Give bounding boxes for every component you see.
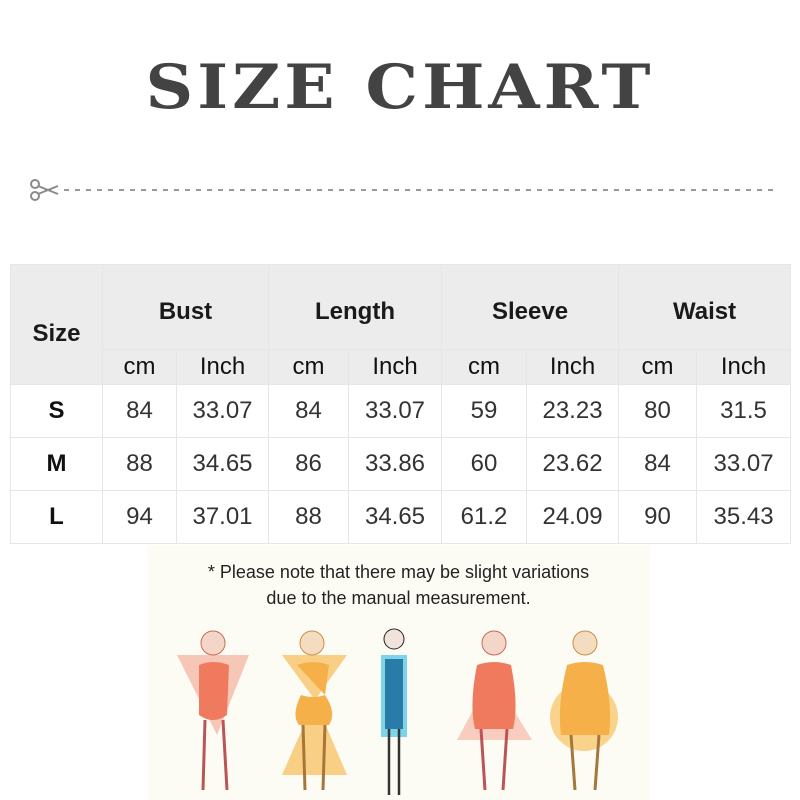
unit-header: cm — [441, 349, 528, 385]
measurement-cell: 86 — [268, 437, 349, 491]
measurement-cell: 34.65 — [176, 437, 269, 491]
measurement-cell: 84 — [268, 384, 349, 438]
header-waist: Waist — [618, 264, 792, 350]
measurement-cell: 23.62 — [526, 437, 620, 491]
figure-round-back — [550, 630, 618, 791]
measurement-cell: 31.5 — [696, 384, 792, 438]
measurement-cell: 33.86 — [347, 437, 443, 491]
size-cell: M — [10, 437, 103, 491]
measurement-cell: 80 — [618, 384, 698, 438]
header-sleeve: Sleeve — [441, 264, 620, 350]
figure-triangle — [457, 630, 532, 791]
note-line-1: * Please note that there may be slight v… — [207, 562, 590, 582]
measurement-cell: 61.2 — [441, 490, 528, 544]
body-shape-illustrations — [177, 628, 618, 795]
measurement-cell: 60 — [441, 437, 528, 491]
measurement-cell: 34.65 — [347, 490, 443, 544]
note-line-2: due to the manual measurement. — [266, 588, 531, 608]
size-table: Size Bust Length Sleeve Waist cm Inch cm In… — [10, 264, 792, 544]
measurement-cell: 33.07 — [347, 384, 443, 438]
measurement-cell: 84 — [102, 384, 177, 438]
unit-header: Inch — [347, 349, 443, 385]
measurement-cell: 24.09 — [526, 490, 620, 544]
header-bust: Bust — [102, 264, 269, 350]
measurement-cell: 35.43 — [696, 490, 792, 544]
unit-header: Inch — [696, 349, 792, 385]
measurement-note: * Please note that there may be slight v… — [147, 559, 650, 611]
unit-header: Inch — [526, 349, 620, 385]
size-cell: L — [10, 490, 103, 544]
unit-header: Inch — [176, 349, 269, 385]
measurement-cell: 33.07 — [696, 437, 792, 491]
measurement-cell: 90 — [618, 490, 698, 544]
table-row: S 84 33.07 84 33.07 59 23.23 80 31.5 — [10, 384, 792, 438]
scissors-icon — [30, 179, 59, 201]
unit-header: cm — [102, 349, 177, 385]
measurement-cell: 33.07 — [176, 384, 269, 438]
measurement-cell: 37.01 — [176, 490, 269, 544]
figure-rectangle — [381, 628, 407, 795]
measurement-cell: 23.23 — [526, 384, 620, 438]
measurement-cell: 94 — [102, 490, 177, 544]
measurement-cell: 88 — [268, 490, 349, 544]
figure-hourglass — [282, 630, 347, 791]
figure-inverted-triangle — [177, 630, 249, 791]
size-header: Size — [10, 264, 103, 385]
page-title: SIZE CHART — [145, 51, 655, 123]
measurement-cell: 84 — [618, 437, 698, 491]
size-cell: S — [10, 384, 103, 438]
table-row: L 94 37.01 88 34.65 61.2 24.09 90 35.43 — [10, 490, 792, 544]
note-panel: * Please note that there may be slight v… — [147, 545, 650, 800]
header-length: Length — [267, 264, 443, 350]
table-row: M 88 34.65 86 33.86 60 23.62 84 33.07 — [10, 437, 792, 491]
cut-line — [30, 179, 776, 201]
unit-header: cm — [618, 349, 698, 385]
measurement-cell: 59 — [441, 384, 528, 438]
unit-header: cm — [268, 349, 349, 385]
measurement-cell: 88 — [102, 437, 177, 491]
